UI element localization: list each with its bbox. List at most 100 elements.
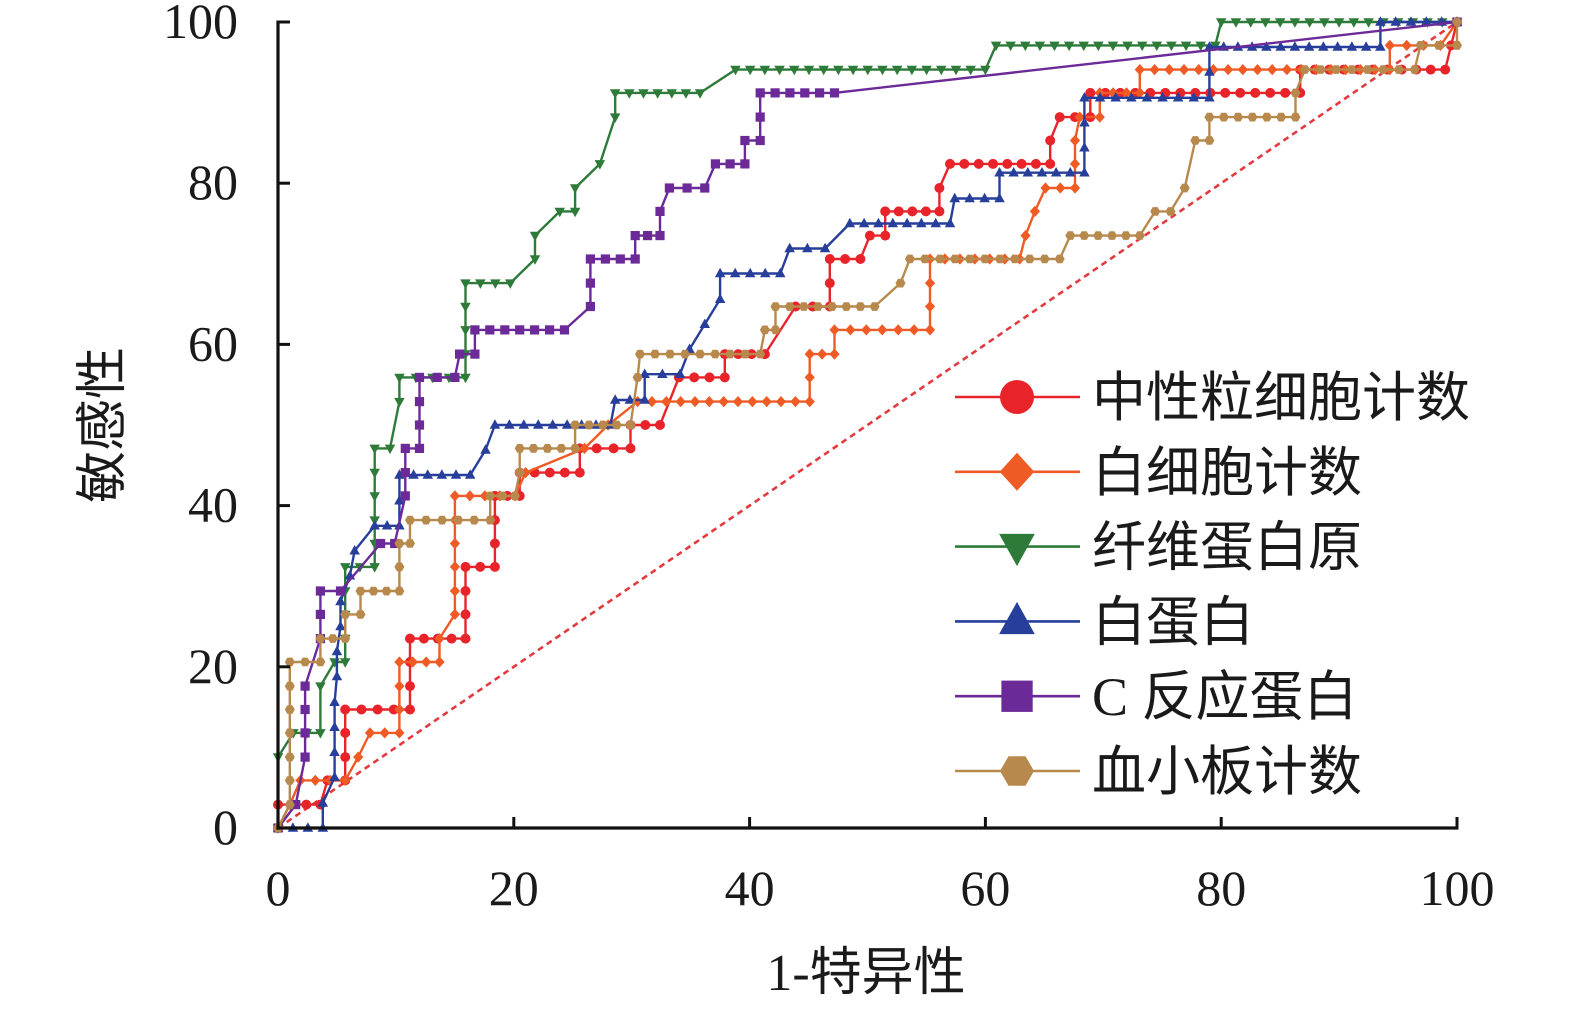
roc-point	[1362, 65, 1373, 74]
roc-point	[1216, 18, 1227, 28]
roc-point	[407, 656, 418, 668]
roc-point	[725, 159, 735, 169]
roc-point	[1304, 18, 1315, 28]
roc-point	[1260, 18, 1271, 28]
roc-point	[570, 444, 581, 453]
roc-point	[1452, 17, 1462, 27]
roc-point	[784, 242, 795, 253]
roc-point	[1363, 18, 1374, 28]
roc-point	[1063, 41, 1075, 52]
roc-point	[934, 254, 945, 264]
roc-point	[600, 254, 610, 264]
roc-point	[460, 326, 471, 336]
roc-point	[597, 420, 608, 430]
roc-point	[469, 515, 480, 525]
roc-point	[784, 302, 795, 311]
roc-point	[379, 727, 390, 739]
roc-point	[335, 620, 346, 631]
roc-point	[1390, 16, 1401, 26]
roc-point	[376, 538, 386, 549]
roc-point	[544, 467, 555, 478]
x-axis-label: 1-特异性	[766, 945, 965, 1002]
roc-point	[906, 65, 918, 76]
roc-point	[1319, 18, 1330, 28]
roc-point	[291, 800, 301, 810]
roc-point	[329, 771, 340, 781]
roc-point	[930, 217, 941, 228]
roc-point	[490, 279, 501, 289]
roc-point	[774, 65, 785, 76]
roc-point	[817, 348, 828, 360]
legend-marker-triangle-up-icon	[999, 601, 1035, 635]
roc-point	[630, 254, 640, 264]
roc-point	[862, 65, 873, 76]
roc-point	[936, 65, 947, 76]
roc-point	[470, 325, 480, 335]
roc-point	[1433, 41, 1444, 50]
roc-point	[400, 468, 410, 478]
roc-point	[973, 158, 984, 169]
y-tick-label: 80	[188, 154, 238, 210]
roc-point	[907, 206, 918, 217]
roc-point	[394, 397, 405, 408]
roc-point	[924, 300, 936, 313]
roc-point	[364, 727, 376, 739]
roc-point	[759, 65, 771, 76]
roc-point	[652, 89, 663, 99]
roc-point	[665, 349, 675, 359]
roc-point	[489, 561, 500, 572]
roc-point	[1085, 87, 1096, 98]
roc-point	[574, 467, 585, 478]
roc-point	[514, 444, 525, 453]
roc-point	[666, 89, 677, 99]
roc-point	[331, 645, 343, 656]
roc-point	[436, 469, 448, 479]
roc-point	[949, 254, 960, 264]
roc-point	[1107, 231, 1117, 240]
roc-point	[1331, 65, 1342, 74]
roc-point	[718, 396, 729, 408]
roc-point	[1110, 92, 1121, 102]
y-tick-label: 40	[188, 477, 238, 533]
roc-point	[432, 372, 442, 382]
roc-point	[639, 368, 650, 378]
roc-point	[1230, 18, 1242, 28]
roc-point	[300, 728, 310, 738]
plot-area	[272, 16, 1463, 834]
roc-point	[414, 443, 425, 453]
roc-point	[497, 491, 508, 501]
roc-point	[1020, 230, 1031, 242]
roc-point	[744, 267, 756, 278]
roc-point	[460, 279, 471, 289]
roc-point	[732, 396, 744, 408]
roc-point	[514, 468, 525, 477]
roc-point	[1218, 112, 1229, 122]
roc-point	[829, 348, 840, 360]
roc-point	[861, 324, 872, 336]
roc-point	[704, 372, 715, 383]
roc-point	[744, 65, 756, 76]
roc-point	[880, 206, 891, 217]
roc-point	[804, 348, 815, 360]
roc-point	[624, 89, 635, 99]
roc-point	[340, 634, 351, 643]
roc-point	[1223, 64, 1234, 76]
roc-point	[434, 656, 445, 668]
roc-point	[682, 183, 692, 193]
roc-point	[460, 609, 471, 620]
roc-point	[964, 192, 975, 203]
roc-point	[394, 680, 405, 692]
roc-point	[655, 420, 665, 430]
roc-point	[1016, 158, 1027, 169]
roc-point	[1079, 231, 1090, 240]
legend-label: 白细胞计数	[1092, 443, 1362, 503]
roc-point	[505, 279, 516, 289]
roc-point	[1220, 87, 1231, 98]
roc-point	[594, 160, 606, 170]
x-tick-label: 0	[266, 860, 291, 916]
roc-point	[464, 490, 475, 502]
roc-point	[1137, 41, 1148, 52]
roc-point	[1405, 16, 1417, 26]
roc-point	[381, 520, 393, 530]
roc-point	[680, 89, 692, 99]
